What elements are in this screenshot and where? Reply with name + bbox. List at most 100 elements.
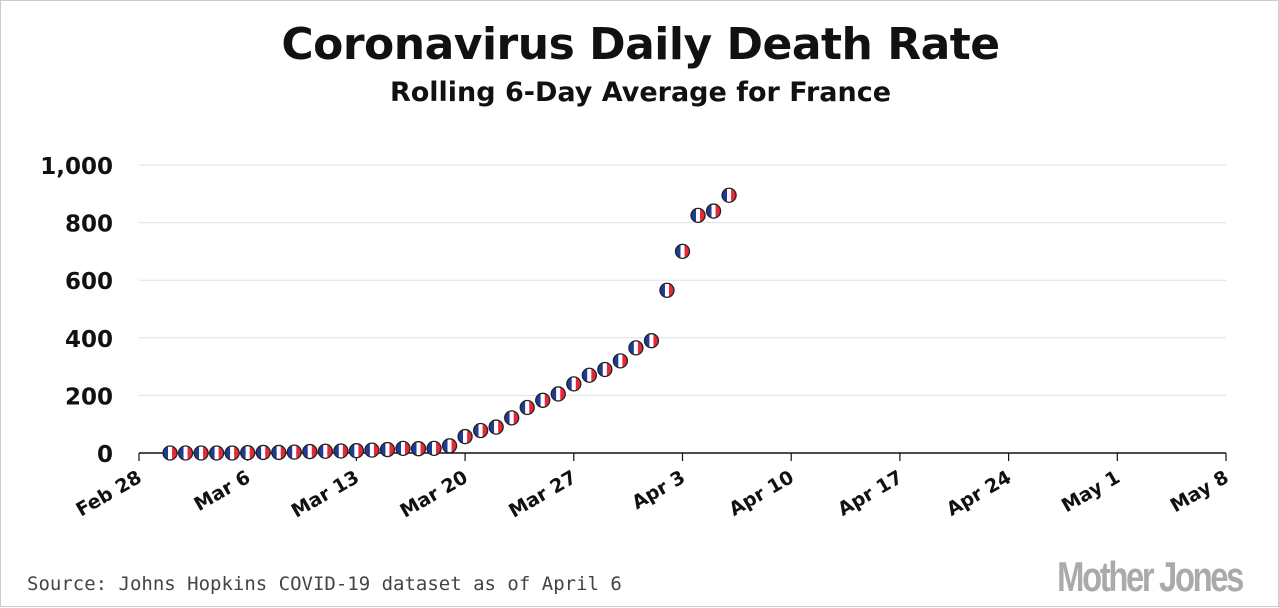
- flag-red: [498, 420, 504, 435]
- flag-fill: [473, 423, 488, 438]
- flag-red: [327, 444, 333, 459]
- point-outline: [379, 441, 396, 458]
- y-tick-label: 800: [65, 212, 113, 238]
- flag-blue: [458, 429, 464, 444]
- flag-blue: [427, 441, 433, 456]
- flag-white: [680, 244, 685, 259]
- point-outline: [162, 445, 178, 461]
- flag-fill: [209, 446, 224, 460]
- flag-white: [587, 368, 592, 383]
- flag-red: [420, 441, 426, 456]
- flag-white: [230, 446, 235, 460]
- data-point-france-flag: [208, 445, 225, 461]
- point-outline: [628, 340, 644, 356]
- point-outline: [208, 445, 225, 461]
- flag-blue: [566, 376, 572, 391]
- data-point-france-flag: [379, 441, 396, 458]
- data-point-france-flag: [177, 445, 194, 461]
- flag-white: [369, 443, 374, 458]
- point-outline: [410, 441, 427, 457]
- data-point-france-flag: [162, 445, 178, 461]
- flag-blue: [489, 420, 495, 435]
- flag-fill: [659, 283, 674, 298]
- data-point-france-flag: [504, 410, 520, 426]
- flag-blue: [613, 353, 619, 368]
- flag-fill: [675, 244, 690, 259]
- flag-blue: [628, 340, 634, 355]
- flag-red: [265, 445, 271, 460]
- flag-white: [571, 376, 576, 391]
- flag-red: [700, 208, 706, 223]
- x-tick-label: Mar 20: [396, 466, 471, 522]
- data-point-france-flag: [705, 203, 722, 219]
- flag-fill: [318, 444, 333, 459]
- flag-blue: [442, 438, 448, 453]
- flag-fill: [194, 446, 209, 460]
- flag-blue: [380, 442, 386, 457]
- flag-blue: [411, 441, 417, 456]
- flag-white: [696, 208, 701, 223]
- point-outline: [271, 444, 287, 461]
- flag-white: [400, 441, 405, 456]
- flag-white: [649, 333, 654, 348]
- x-tick-label: Apr 10: [725, 466, 797, 520]
- flag-fill: [271, 445, 286, 460]
- flag-blue: [349, 443, 355, 458]
- flag-white: [478, 423, 483, 438]
- flag-fill: [380, 442, 395, 457]
- flag-red: [187, 446, 193, 460]
- flag-white: [183, 446, 188, 460]
- flag-red: [575, 376, 581, 391]
- flag-blue: [287, 445, 293, 460]
- flag-blue: [504, 410, 510, 425]
- flag-blue: [473, 423, 479, 438]
- data-point-france-flag: [472, 422, 489, 439]
- flag-blue: [675, 244, 681, 259]
- flag-red: [296, 445, 302, 460]
- chart-subtitle: Rolling 6-Day Average for France: [389, 77, 892, 108]
- point-outline: [426, 440, 442, 457]
- data-point-france-flag: [255, 444, 271, 461]
- flag-blue: [209, 446, 215, 460]
- point-outline: [550, 386, 566, 402]
- flag-white: [292, 445, 297, 460]
- flag-red: [218, 446, 224, 460]
- flag-white: [618, 353, 623, 368]
- flag-red: [591, 368, 597, 383]
- point-outline: [721, 187, 737, 203]
- flag-red: [653, 333, 659, 348]
- flag-blue: [535, 393, 541, 408]
- point-outline: [333, 443, 349, 459]
- flag-fill: [489, 420, 504, 435]
- data-point-france-flag: [612, 353, 629, 369]
- flag-fill: [582, 368, 597, 383]
- flag-red: [342, 443, 348, 458]
- flag-white: [416, 441, 421, 456]
- point-outline: [690, 207, 706, 224]
- flag-red: [311, 444, 317, 459]
- flag-white: [494, 420, 499, 435]
- y-tick-label: 0: [97, 442, 113, 468]
- flag-red: [436, 441, 442, 456]
- flag-white: [385, 442, 390, 457]
- flag-blue: [722, 188, 728, 203]
- flag-blue: [659, 283, 665, 298]
- chart-title: Coronavirus Daily Death Rate: [281, 19, 1000, 70]
- flag-white: [338, 443, 343, 458]
- flag-blue: [551, 386, 557, 401]
- flag-white: [633, 340, 638, 355]
- flag-red: [684, 244, 690, 259]
- flag-blue: [597, 362, 603, 377]
- flag-blue: [364, 443, 370, 458]
- flag-red: [637, 340, 643, 355]
- flag-white: [307, 444, 312, 459]
- data-point-france-flag: [395, 440, 411, 457]
- data-point-france-flag: [286, 444, 302, 460]
- data-point-france-flag: [566, 376, 582, 392]
- flag-red: [373, 443, 379, 458]
- flag-red: [513, 410, 519, 425]
- flag-blue: [318, 444, 324, 459]
- point-outline: [348, 443, 365, 459]
- point-outline: [177, 445, 194, 461]
- x-tick-label: Apr 3: [628, 466, 689, 514]
